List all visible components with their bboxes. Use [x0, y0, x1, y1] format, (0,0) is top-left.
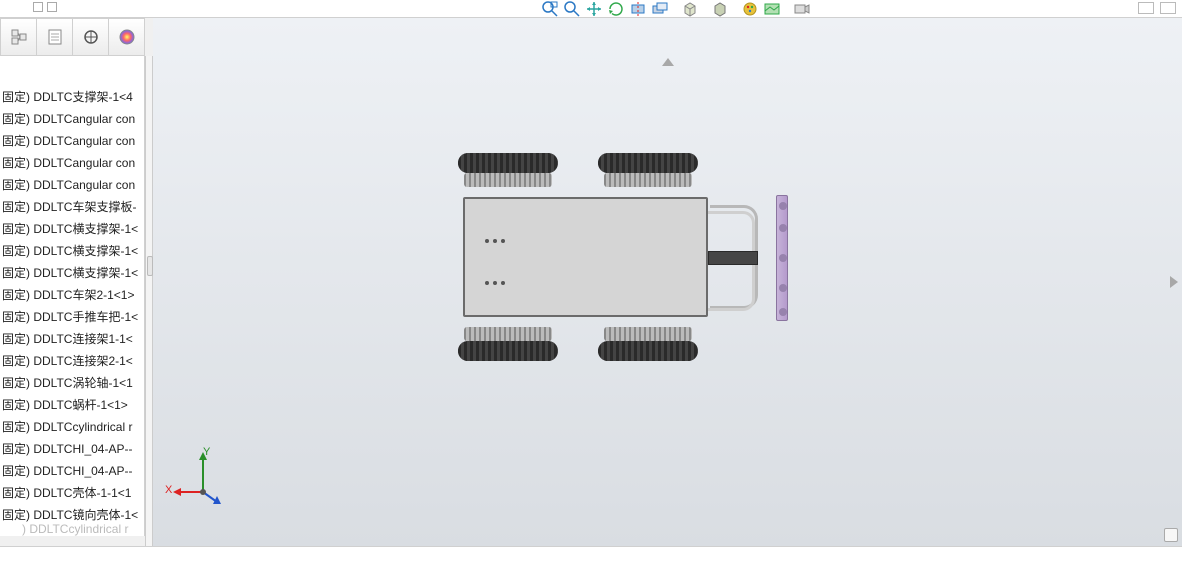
status-bar	[0, 546, 1182, 566]
triad-x-label: X	[165, 484, 172, 496]
tree-item[interactable]: 固定) DDLTC横支撑架-1<	[0, 218, 144, 240]
appearance-icon[interactable]	[741, 0, 759, 18]
scene-icon[interactable]	[763, 0, 781, 18]
quick-access	[33, 2, 57, 12]
feature-tree-tab[interactable]	[1, 19, 37, 55]
zoom-area-icon[interactable]	[541, 0, 559, 18]
rotate-icon[interactable]	[607, 0, 625, 18]
end-bar	[776, 195, 788, 321]
tree-item[interactable]: 固定) DDLTC连接架2-1<	[0, 350, 144, 372]
orientation-triad: Y X	[173, 446, 233, 506]
section-icon[interactable]	[629, 0, 647, 18]
wheel-bottom-right	[598, 325, 698, 361]
tree-item[interactable]: 固定) DDLTCHI_04-AP--	[0, 460, 144, 482]
pan-icon[interactable]	[585, 0, 603, 18]
hitch-tongue	[708, 251, 758, 265]
wheel-top-left	[458, 153, 558, 189]
configuration-tab[interactable]	[73, 19, 109, 55]
tree-item[interactable]: 固定) DDLTCHI_04-AP--	[0, 438, 144, 460]
appearances-tab[interactable]	[109, 19, 144, 55]
tree-item[interactable]: 固定) DDLTC壳体-1-1<1	[0, 482, 144, 504]
tree-item[interactable]: 固定) DDLTC蜗杆-1<1>	[0, 394, 144, 416]
tree-item[interactable]: 固定) DDLTCangular con	[0, 130, 144, 152]
tree-item[interactable]: 固定) DDLTCcylindrical r	[0, 416, 144, 438]
manager-tabs	[0, 18, 145, 56]
tree-item[interactable]: 固定) DDLTCangular con	[0, 152, 144, 174]
qa-box-2[interactable]	[47, 2, 57, 12]
tree-list[interactable]: 固定) DDLTC支撑架-1<4固定) DDLTCangular con固定) …	[0, 86, 144, 526]
tree-item[interactable]: 固定) DDLTC横支撑架-1<	[0, 240, 144, 262]
cart-model	[458, 153, 828, 363]
camera-icon[interactable]	[793, 0, 811, 18]
tree-item[interactable]: 固定) DDLTC横支撑架-1<	[0, 262, 144, 284]
wheel-top-right	[598, 153, 698, 189]
tree-overflow-item: ) DDLTCcylindrical r	[22, 522, 128, 536]
tree-item[interactable]: 固定) DDLTCangular con	[0, 174, 144, 196]
viewport-top-arrow[interactable]	[662, 58, 674, 66]
wheel-bottom-left	[458, 325, 558, 361]
orientation-cube-icon[interactable]	[681, 0, 699, 18]
tree-item[interactable]: 固定) DDLTC手推车把-1<	[0, 306, 144, 328]
tree-item[interactable]: 固定) DDLTC支撑架-1<4	[0, 86, 144, 108]
qa-box-1[interactable]	[33, 2, 43, 12]
viewport-corner-control[interactable]	[1164, 528, 1178, 542]
graphics-viewport[interactable]: Y X	[153, 18, 1182, 546]
viewport-right-arrow[interactable]	[1170, 276, 1178, 288]
tree-item[interactable]: 固定) DDLTC涡轮轴-1<1	[0, 372, 144, 394]
minimize-button[interactable]	[1138, 2, 1154, 14]
feature-tree-panel: 固定) DDLTC支撑架-1<4固定) DDLTCangular con固定) …	[0, 56, 145, 536]
tree-item[interactable]: 固定) DDLTC车架支撑板-	[0, 196, 144, 218]
tree-item[interactable]: 固定) DDLTCangular con	[0, 108, 144, 130]
maximize-button[interactable]	[1160, 2, 1176, 14]
property-manager-tab[interactable]	[37, 19, 73, 55]
window-controls	[1138, 2, 1176, 14]
prev-view-icon[interactable]	[651, 0, 669, 18]
display-style-icon[interactable]	[711, 0, 729, 18]
triad-y-label: Y	[203, 446, 210, 458]
tree-item[interactable]: 固定) DDLTC连接架1-1<	[0, 328, 144, 350]
chassis-plate	[463, 197, 708, 317]
vertical-splitter[interactable]	[145, 56, 153, 546]
tree-item[interactable]: 固定) DDLTC车架2-1<1>	[0, 284, 144, 306]
zoom-fit-icon[interactable]	[563, 0, 581, 18]
